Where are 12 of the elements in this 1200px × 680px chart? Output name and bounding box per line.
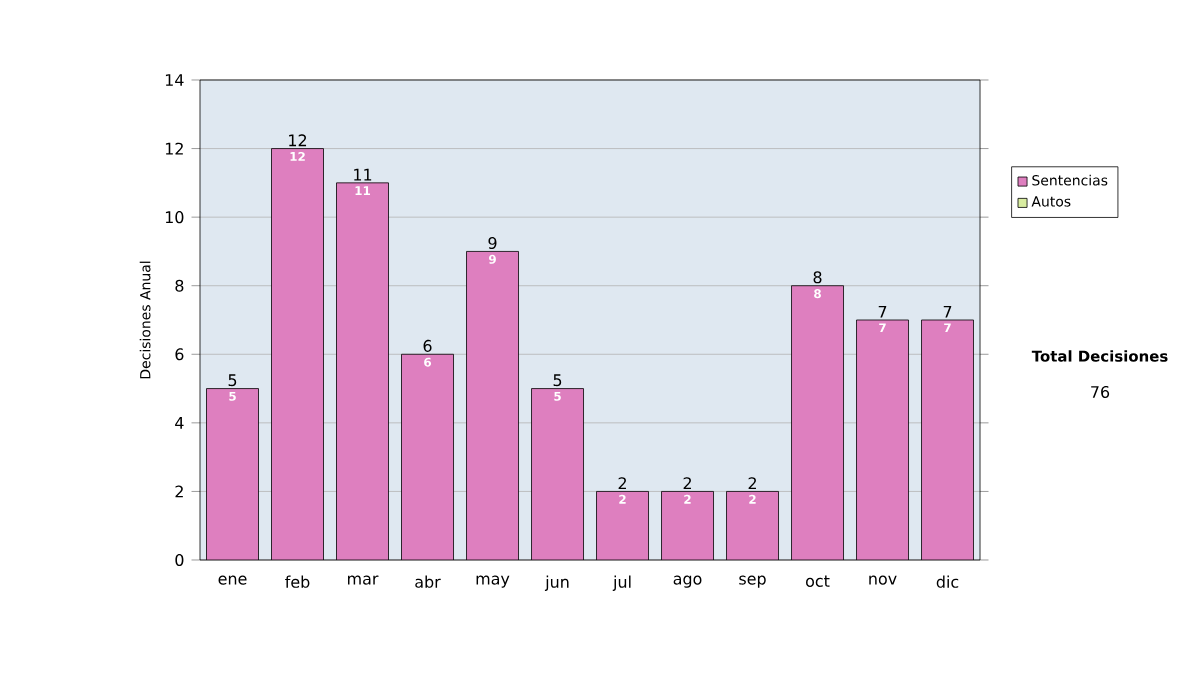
bar xyxy=(661,491,714,560)
bar xyxy=(336,182,389,560)
bar xyxy=(531,388,584,560)
bar xyxy=(726,491,779,560)
bar xyxy=(791,285,844,560)
bar xyxy=(856,320,909,560)
bar xyxy=(921,319,974,560)
bar xyxy=(271,148,324,560)
bar xyxy=(401,354,454,560)
bar xyxy=(596,491,649,560)
bar xyxy=(206,388,259,560)
bar xyxy=(466,251,519,560)
